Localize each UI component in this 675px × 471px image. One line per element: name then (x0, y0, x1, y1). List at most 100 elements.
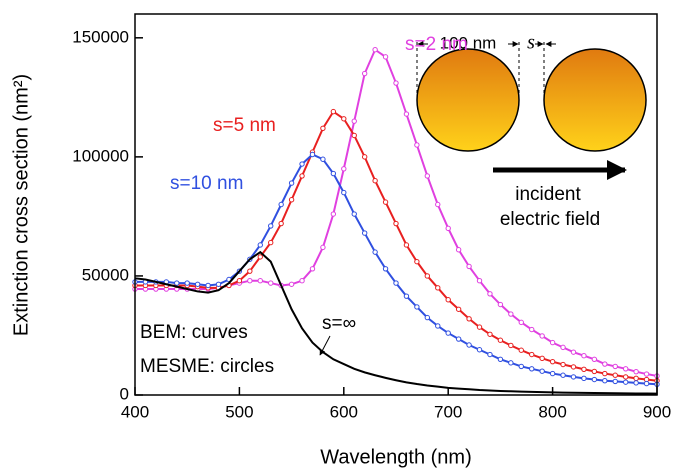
sphere (416, 48, 520, 152)
x-axis-title: Wavelength (nm) (320, 446, 472, 468)
plot-frame (134, 13, 658, 396)
data-point (257, 278, 263, 284)
data-point (330, 170, 337, 177)
data-point (549, 339, 556, 346)
data-point (633, 375, 639, 382)
data-point (549, 358, 556, 365)
y-tick-label: 150000 (72, 27, 129, 46)
inset: 100 nm s incident electric field (416, 32, 647, 230)
data-point (247, 268, 253, 274)
data-point (361, 70, 368, 77)
data-point (445, 297, 451, 303)
data-point (309, 266, 316, 272)
data-point (466, 342, 472, 348)
data-point (591, 376, 598, 383)
annotation: electric field (500, 209, 600, 230)
data-point (529, 326, 535, 333)
data-point (268, 223, 274, 229)
data-point (466, 316, 472, 322)
x-tick-label: 600 (330, 402, 358, 421)
data-point (508, 360, 514, 366)
data-point (184, 280, 190, 286)
data-point (581, 353, 587, 359)
data-point (643, 380, 650, 387)
data-point (361, 154, 368, 160)
data-point (194, 281, 201, 287)
data-point (414, 142, 420, 148)
data-point (622, 366, 629, 372)
data-point (330, 211, 337, 217)
data-point (612, 372, 618, 378)
series-label: s=2 nm (405, 34, 468, 55)
data-point (476, 347, 483, 353)
series-label: s=5 nm (213, 115, 276, 136)
data-point (591, 356, 598, 362)
data-point (382, 266, 389, 272)
data-point (581, 375, 587, 382)
data-point (435, 285, 441, 291)
x-tick-label: 700 (434, 402, 462, 421)
data-point (320, 244, 326, 251)
data-point (612, 378, 618, 385)
data-point (393, 80, 399, 86)
data-point (445, 225, 451, 232)
data-point (278, 220, 284, 227)
data-point (215, 281, 222, 287)
data-point (247, 278, 253, 284)
data-point (278, 201, 284, 208)
data-point (320, 125, 326, 132)
data-point (372, 177, 378, 184)
data-point (602, 378, 608, 384)
data-point (539, 333, 545, 339)
y-tick-label: 0 (120, 384, 129, 403)
data-point (372, 47, 378, 53)
data-point (602, 370, 608, 377)
data-point (403, 293, 410, 299)
data-point (518, 363, 524, 370)
y-tick-label: 50000 (82, 265, 129, 284)
data-point (539, 368, 545, 374)
data-point (393, 280, 399, 286)
data-point (320, 156, 326, 162)
y-axis-title: Extinction cross section (nm²) (10, 74, 32, 336)
data-point (518, 347, 524, 353)
data-point (299, 161, 305, 167)
data-point (529, 351, 535, 358)
data-point (351, 211, 357, 217)
x-tick-label: 800 (538, 402, 566, 421)
data-point (288, 281, 295, 287)
data-point (236, 278, 243, 284)
data-point (361, 230, 368, 236)
data-point (424, 273, 431, 279)
series-line (134, 250, 658, 395)
data-point (487, 331, 493, 337)
data-point (455, 336, 462, 342)
x-tick-label: 400 (121, 402, 149, 421)
data-point (633, 380, 639, 386)
data-point (299, 278, 305, 284)
data-point (581, 366, 587, 372)
data-point (341, 166, 347, 172)
annotation: 100 nm (440, 33, 497, 52)
data-point (466, 263, 472, 270)
data-point (393, 220, 399, 227)
x-tick-label: 900 (643, 402, 671, 421)
data-point (257, 242, 263, 248)
data-point (497, 337, 504, 343)
data-point (424, 173, 431, 179)
data-point (372, 249, 378, 255)
data-point (288, 197, 295, 203)
data-point (382, 199, 389, 205)
series-label: s=∞ (322, 313, 356, 334)
data-point (612, 363, 618, 370)
data-point (487, 351, 493, 358)
data-point (341, 116, 347, 122)
data-point (205, 282, 211, 289)
data-point (497, 301, 504, 308)
series-label: s=10 nm (170, 173, 243, 194)
data-point (445, 330, 451, 336)
data-point (476, 278, 483, 284)
data-point (508, 342, 514, 349)
data-point (435, 201, 441, 208)
data-point (268, 280, 274, 286)
